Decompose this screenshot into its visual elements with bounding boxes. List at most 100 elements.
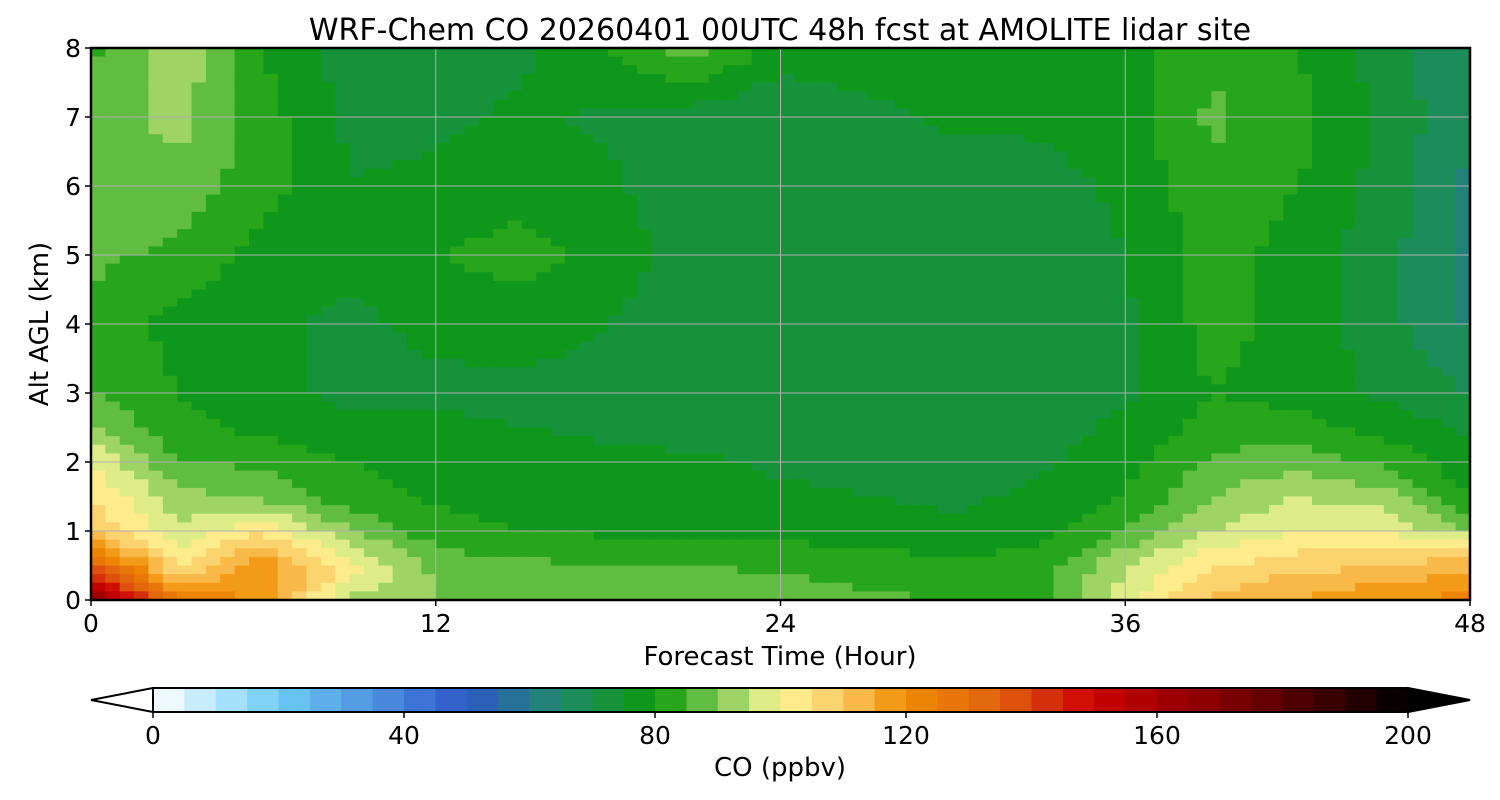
- heatmap-cell: [565, 298, 580, 308]
- heatmap-cell: [1311, 418, 1327, 429]
- heatmap-cell: [550, 117, 566, 127]
- heatmap-cell: [349, 203, 365, 213]
- heatmap-cell: [981, 418, 997, 429]
- heatmap-cell: [679, 65, 695, 75]
- heatmap-cell: [938, 444, 954, 454]
- heatmap-cell: [521, 280, 537, 291]
- heatmap-cell: [1096, 462, 1112, 472]
- heatmap-cell: [507, 375, 523, 385]
- heatmap-cell: [148, 134, 164, 144]
- heatmap-cell: [263, 375, 279, 385]
- heatmap-cell: [335, 160, 351, 170]
- heatmap-cell: [679, 375, 695, 385]
- heatmap-cell: [493, 367, 509, 377]
- heatmap-cell: [91, 177, 106, 187]
- heatmap-cell: [1010, 255, 1026, 265]
- heatmap-cell: [249, 479, 264, 489]
- heatmap-cell: [1268, 91, 1284, 101]
- heatmap-cell: [435, 263, 451, 273]
- heatmap-cell: [1254, 487, 1270, 498]
- heatmap-cell: [536, 418, 552, 429]
- heatmap-cell: [306, 160, 322, 170]
- heatmap-cell: [421, 401, 437, 411]
- heatmap-cell: [234, 462, 250, 472]
- heatmap-cell: [536, 211, 552, 222]
- heatmap-cell: [809, 125, 825, 135]
- heatmap-cell: [105, 444, 121, 454]
- heatmap-cell: [1355, 341, 1371, 351]
- heatmap-cell: [924, 324, 940, 334]
- heatmap-cell: [1398, 487, 1414, 498]
- heatmap-cell: [263, 229, 279, 239]
- heatmap-cell: [335, 393, 351, 403]
- heatmap-cell: [1254, 263, 1270, 273]
- heatmap-cell: [392, 203, 408, 213]
- heatmap-cell: [1340, 462, 1356, 472]
- heatmap-cell: [1153, 263, 1169, 273]
- heatmap-cell: [1197, 349, 1213, 360]
- heatmap-cell: [177, 48, 193, 58]
- heatmap-cell: [148, 203, 164, 213]
- heatmap-cell: [1024, 220, 1040, 230]
- heatmap-cell: [809, 298, 825, 308]
- heatmap-cell: [565, 401, 580, 411]
- heatmap-cell: [737, 332, 753, 342]
- heatmap-cell: [1455, 237, 1471, 247]
- heatmap-cell: [1024, 384, 1040, 394]
- heatmap-cell: [924, 289, 940, 299]
- heatmap-cell: [708, 56, 724, 66]
- heatmap-cell: [751, 306, 767, 316]
- heatmap-cell: [1153, 56, 1169, 66]
- heatmap-cell: [579, 384, 595, 394]
- heatmap-cell: [866, 410, 882, 420]
- heatmap-cell: [1225, 479, 1241, 489]
- heatmap-cell: [1455, 358, 1471, 368]
- heatmap-cell: [593, 151, 609, 161]
- heatmap-cell: [622, 444, 638, 454]
- heatmap-cell: [708, 194, 724, 204]
- heatmap-cell: [924, 177, 940, 187]
- heatmap-cell: [694, 479, 710, 489]
- heatmap-cell: [837, 332, 853, 342]
- heatmap-cell: [450, 272, 466, 282]
- heatmap-cell: [536, 229, 552, 239]
- heatmap-cell: [277, 332, 293, 342]
- heatmap-cell: [881, 401, 897, 411]
- heatmap-cell: [565, 280, 580, 291]
- heatmap-cell: [665, 237, 681, 247]
- heatmap-cell: [177, 194, 193, 204]
- heatmap-cell: [1053, 418, 1069, 429]
- heatmap-cell: [493, 298, 509, 308]
- heatmap-cell: [1039, 99, 1055, 109]
- heatmap-cell: [679, 453, 695, 463]
- heatmap-cell: [521, 289, 537, 299]
- heatmap-cell: [1326, 48, 1342, 58]
- heatmap-cell: [636, 82, 652, 92]
- heatmap-cell: [1326, 306, 1342, 316]
- heatmap-cell: [766, 56, 782, 66]
- heatmap-cell: [636, 393, 652, 403]
- heatmap-cell: [1024, 401, 1040, 411]
- heatmap-cell: [320, 263, 336, 273]
- heatmap-cell: [1053, 134, 1069, 144]
- heatmap-cell: [335, 289, 351, 299]
- heatmap-cell: [1398, 117, 1414, 127]
- heatmap-cell: [1053, 487, 1069, 498]
- heatmap-cell: [723, 289, 738, 299]
- heatmap-cell: [866, 194, 882, 204]
- heatmap-cell: [105, 384, 121, 394]
- heatmap-cell: [809, 280, 825, 291]
- heatmap-cell: [608, 134, 624, 144]
- heatmap-cell: [866, 134, 882, 144]
- heatmap-cell: [1455, 436, 1471, 446]
- heatmap-cell: [1039, 393, 1055, 403]
- heatmap-cell: [593, 410, 609, 420]
- heatmap-cell: [809, 142, 825, 153]
- heatmap-cell: [493, 220, 509, 230]
- heatmap-cell: [866, 298, 882, 308]
- heatmap-cell: [636, 324, 652, 334]
- heatmap-cell: [852, 487, 868, 498]
- heatmap-cell: [579, 177, 595, 187]
- heatmap-cell: [464, 384, 480, 394]
- heatmap-cell: [579, 367, 595, 377]
